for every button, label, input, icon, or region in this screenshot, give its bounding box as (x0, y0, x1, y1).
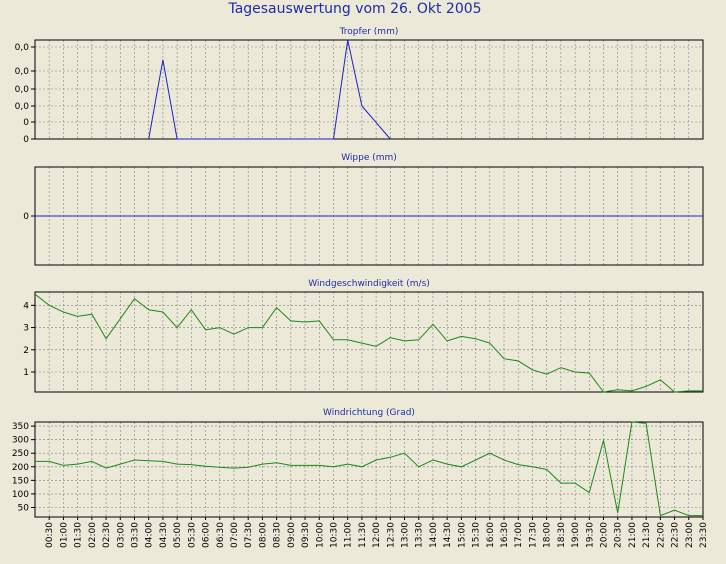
chart-panels: Tropfer (mm) 0,0 0,0 0,0 0,0 0 0 Wippe (mm) 0 Win… (12, 27, 704, 518)
x-tick-label: 18:30 (557, 522, 567, 548)
y-tick-label: 1 (23, 368, 29, 378)
x-tick-label: 03:30 (130, 522, 140, 548)
y-tick-label: 4 (23, 301, 29, 311)
x-tick-label: 13:00 (401, 522, 411, 548)
y-tick-label: 0,0 (15, 85, 30, 95)
panel-2: Wippe (mm) 0 (23, 153, 704, 266)
x-tick-label: 10:00 (315, 522, 325, 548)
x-tick-label: 17:00 (514, 522, 524, 548)
panel-title: Windgeschwindigkeit (m/s) (308, 279, 430, 289)
series-line (35, 421, 703, 517)
panel-title: Wippe (mm) (341, 153, 397, 163)
x-tick-label: 19:00 (571, 522, 581, 548)
y-tick-label: 50 (18, 504, 30, 514)
x-tick-label: 04:00 (145, 522, 155, 548)
x-tick-label: 23:00 (685, 522, 695, 548)
x-tick-label: 06:30 (216, 522, 226, 548)
panel-4: Windrichtung (Grad) 50 100 150 200 250 300 350 (12, 408, 704, 518)
x-tick-label: 02:30 (102, 522, 112, 548)
chart-title: Tagesauswertung vom 26. Okt 2005 (227, 1, 481, 17)
y-tick-label: 150 (12, 476, 29, 486)
y-tick-label: 350 (12, 422, 29, 432)
x-tick-label: 16:30 (500, 522, 510, 548)
x-tick-label: 01:30 (74, 522, 84, 548)
x-axis: 00:30 01:00 01:30 02:00 02:30 03:00 03:30 04:00… (45, 517, 709, 548)
y-tick-label: 0 (23, 135, 29, 145)
x-tick-label: 09:00 (287, 522, 297, 548)
x-tick-label: 21:30 (642, 522, 652, 548)
x-tick-label: 04:30 (159, 522, 169, 548)
x-tick-label: 14:30 (443, 522, 453, 548)
x-tick-label: 19:30 (585, 522, 595, 548)
x-tick-label: 15:30 (472, 522, 482, 548)
y-tick-label: 0 (23, 118, 29, 128)
x-tick-label: 08:00 (258, 522, 268, 548)
y-tick-label: 250 (12, 449, 29, 459)
y-tick-label: 100 (12, 490, 29, 500)
y-tick-label: 0,0 (15, 43, 30, 53)
x-tick-label: 05:30 (187, 522, 197, 548)
panel-title: Tropfer (mm) (339, 27, 399, 37)
panel-3: Windgeschwindigkeit (m/s) 1 2 3 4 (23, 279, 704, 393)
x-tick-label: 01:00 (59, 522, 69, 548)
panel-1: Tropfer (mm) 0,0 0,0 0,0 0,0 0 0 (15, 27, 704, 145)
plot-area (34, 39, 704, 140)
x-tick-label: 13:30 (415, 522, 425, 548)
x-tick-label: 05:00 (173, 522, 183, 548)
x-tick-label: 14:00 (429, 522, 439, 548)
x-tick-label: 10:30 (329, 522, 339, 548)
x-tick-label: 15:00 (457, 522, 467, 548)
y-tick-label: 0,0 (15, 102, 30, 112)
x-tick-label: 08:30 (273, 522, 283, 548)
x-tick-label: 11:00 (344, 522, 354, 548)
x-tick-label: 22:00 (656, 522, 666, 548)
plot-area (34, 421, 704, 518)
x-tick-label: 09:30 (301, 522, 311, 548)
x-tick-label: 18:00 (543, 522, 553, 548)
x-tick-label: 00:30 (45, 522, 55, 548)
plot-area (34, 291, 704, 393)
series-line (34, 293, 703, 393)
y-tick-label: 3 (23, 324, 29, 334)
x-tick-label: 07:00 (230, 522, 240, 548)
x-tick-label: 17:30 (528, 522, 538, 548)
x-tick-label: 11:30 (358, 522, 368, 548)
x-tick-label: 20:30 (614, 522, 624, 548)
y-tick-label: 200 (12, 463, 29, 473)
y-tick-label: 0,0 (15, 67, 30, 77)
x-tick-label: 23:30 (699, 522, 709, 548)
x-tick-label: 12:00 (372, 522, 382, 548)
y-tick-label: 300 (12, 436, 29, 446)
series-line (148, 39, 391, 140)
x-tick-label: 07:30 (244, 522, 254, 548)
x-tick-label: 02:00 (88, 522, 98, 548)
x-tick-label: 16:00 (486, 522, 496, 548)
x-tick-label: 22:30 (671, 522, 681, 548)
x-tick-label: 21:00 (628, 522, 638, 548)
x-tick-label: 03:00 (116, 522, 126, 548)
x-tick-label: 06:00 (202, 522, 212, 548)
panel-title: Windrichtung (Grad) (323, 408, 415, 418)
y-tick-label: 2 (23, 346, 29, 356)
x-tick-label: 20:00 (600, 522, 610, 548)
x-tick-label: 12:30 (386, 522, 396, 548)
y-tick-label: 0 (23, 212, 29, 222)
